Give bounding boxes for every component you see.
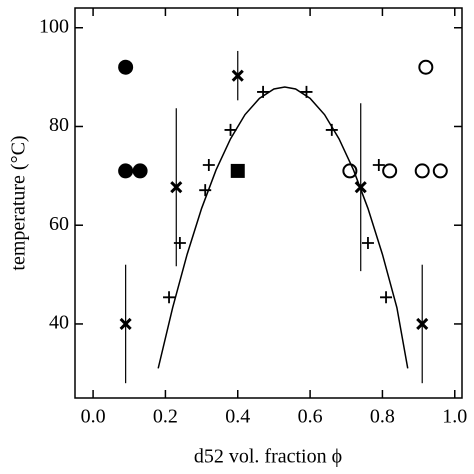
plus xyxy=(202,158,215,171)
y-axis-label: temperature (°C) xyxy=(8,135,30,270)
open-circle xyxy=(414,163,430,179)
x-tick-label: 1.0 xyxy=(442,406,467,428)
filled-circle xyxy=(132,163,148,179)
x-tick-label: 0.4 xyxy=(225,406,250,428)
cross xyxy=(170,181,183,194)
plus xyxy=(173,236,186,249)
filled-circle xyxy=(118,163,134,179)
filled-square xyxy=(230,163,245,178)
fit-curve xyxy=(157,86,409,369)
y-tick-label: 40 xyxy=(49,312,69,334)
open-circle xyxy=(432,163,448,179)
y-tick-label: 80 xyxy=(49,114,69,136)
open-circle xyxy=(418,59,434,75)
plus xyxy=(372,158,385,171)
open-circle xyxy=(382,163,398,179)
x-tick-label: 0.0 xyxy=(81,406,106,428)
plus xyxy=(361,236,374,249)
x-axis-label: d52 vol. fraction ϕ xyxy=(194,446,342,468)
plus xyxy=(380,291,393,304)
x-tick-label: 0.8 xyxy=(370,406,395,428)
plus xyxy=(224,123,237,136)
cross xyxy=(231,69,244,82)
y-tick-label: 100 xyxy=(39,15,69,37)
x-tick-label: 0.2 xyxy=(153,406,178,428)
cross xyxy=(119,317,132,331)
cross xyxy=(416,317,429,331)
filled-circle xyxy=(118,59,134,75)
plot-frame xyxy=(74,7,463,399)
x-tick-label: 0.6 xyxy=(298,406,323,428)
y-tick-label: 60 xyxy=(49,213,69,235)
plus xyxy=(163,291,176,304)
open-circle xyxy=(342,163,358,179)
